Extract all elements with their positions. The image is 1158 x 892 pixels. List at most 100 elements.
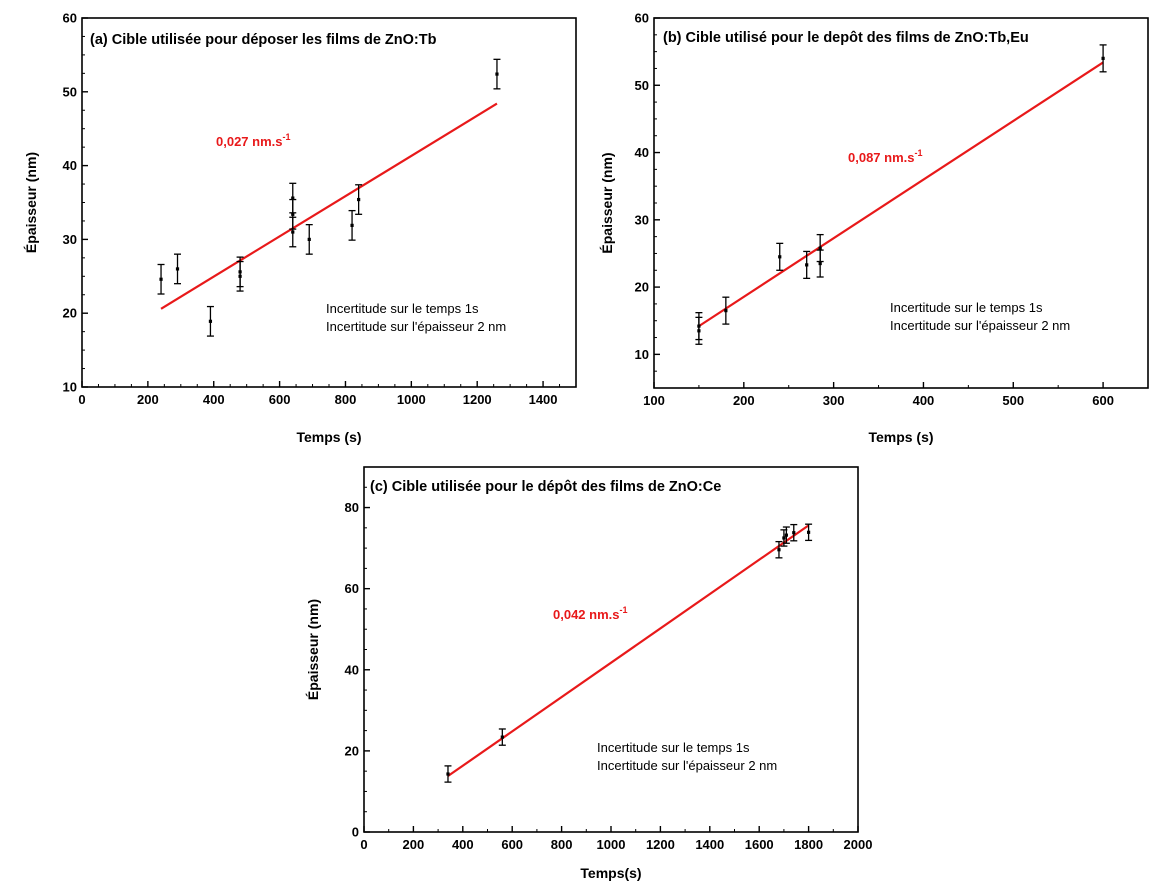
panel-a-marker <box>350 223 354 227</box>
panel-a-x-tick-label: 800 <box>335 392 357 407</box>
panel-a-marker <box>357 197 361 202</box>
panel-a-x-tick-label: 1000 <box>397 392 426 407</box>
panel-a-uncertainty-note: Incertitude sur le temps 1s <box>326 301 479 316</box>
panel-a-slope-value: 0,027 nm.s <box>216 134 283 149</box>
panel-c-data-point <box>805 523 813 542</box>
panel-a-x-tick-label: 1200 <box>463 392 492 407</box>
panel-c-title: (c) Cible utilisée pour le dépôt des fil… <box>370 479 721 495</box>
panel-b-data-point <box>695 312 703 341</box>
panel-c-x-tick-label: 400 <box>452 837 474 852</box>
panel-b-x-tick-label: 200 <box>733 393 755 408</box>
panel-c-marker <box>446 772 450 776</box>
panel-b-title: (b) Cible utilisé pour le depôt des film… <box>663 30 1029 46</box>
panel-c-x-tick-label: 0 <box>360 837 367 852</box>
panel-c-fit-line <box>447 524 810 777</box>
panel-c-x-axis-label: Temps(s) <box>580 865 641 881</box>
panel-a-marker <box>307 237 311 241</box>
panel-c-x-tick-label: 1000 <box>597 837 626 852</box>
panel-a-x-tick-label: 1400 <box>529 392 558 407</box>
panel-c-y-tick-label: 20 <box>345 743 359 758</box>
panel-c-data-point <box>790 523 798 542</box>
panel-a-slope-label: 0,027 nm.s-1 <box>216 132 291 149</box>
panel-c-y-tick-label: 60 <box>345 581 359 596</box>
panel-b-y-tick-label: 20 <box>635 280 649 295</box>
panel-a-x-tick-label: 400 <box>203 392 225 407</box>
panel-a-marker <box>208 319 213 323</box>
panel-b-fit-line <box>698 61 1104 328</box>
panel-c-slope-exponent: -1 <box>620 605 628 615</box>
panel-c-chart: 0 200 400 600 800 1000 1200 1400 1600 1800 2000 0 20… <box>305 466 873 881</box>
panel-a-uncertainty-note: Incertitude sur l'épaisseur 2 nm <box>326 319 506 334</box>
panel-c-data-point <box>444 765 452 783</box>
panel-b-slope-label: 0,087 nm.s-1 <box>848 148 923 165</box>
panel-c-uncertainty-note: Incertitude sur le temps 1s <box>597 740 750 755</box>
panel-b-uncertainty-note: Incertitude sur le temps 1s <box>890 300 1043 315</box>
panel-c-marker <box>782 536 786 540</box>
panel-c-x-tick-label: 1200 <box>646 837 675 852</box>
panel-c-x-tick-label: 1800 <box>794 837 823 852</box>
panel-a-y-tick-label: 40 <box>63 158 77 173</box>
panel-b-y-axis-label: Épaisseur (nm) <box>599 152 615 253</box>
panel-c-x-tick-label: 2000 <box>844 837 873 852</box>
panel-a-slope-exponent: -1 <box>283 132 291 142</box>
panel-b-x-tick-label: 500 <box>1002 393 1024 408</box>
panel-c-plot-frame <box>363 466 859 833</box>
panel-b-y-tick-label: 30 <box>635 212 649 227</box>
panel-b-data-point <box>776 242 784 271</box>
panel-a-marker <box>291 230 295 234</box>
panel-a-y-tick-label: 50 <box>63 84 77 99</box>
panel-c-marker <box>807 530 811 534</box>
panel-b-data-point <box>722 296 730 325</box>
panel-c-y-tick-label: 80 <box>345 500 359 515</box>
panel-a-x-axis-label: Temps (s) <box>296 429 361 445</box>
panel-a-data-point <box>157 263 165 295</box>
panel-b-slope-value: 0,087 nm.s <box>848 150 915 165</box>
panel-a-data-point <box>236 256 244 288</box>
panel-c-y-axis-label: Épaisseur (nm) <box>305 599 321 700</box>
panel-a-data-point <box>305 223 313 255</box>
panel-a-marker <box>175 267 180 271</box>
panel-c-y-tick-label: 0 <box>352 825 359 840</box>
panel-a-y-tick-label: 60 <box>63 11 77 26</box>
panel-c-slope-label: 0,042 nm.s-1 <box>553 605 628 622</box>
panel-b-uncertainty-note: Incertitude sur l'épaisseur 2 nm <box>890 318 1070 333</box>
panel-c-data-point <box>498 728 506 746</box>
panel-a-data-point <box>289 182 297 214</box>
panel-b-x-tick-label: 600 <box>1092 393 1114 408</box>
panel-b-marker <box>1101 56 1105 60</box>
panel-b-marker <box>818 246 822 250</box>
panel-a-data-point <box>355 184 363 215</box>
panel-c-y-tick-label: 40 <box>345 662 359 677</box>
panel-c-marker <box>777 548 781 552</box>
panel-c-data-point <box>782 526 790 544</box>
panel-c-x-tick-label: 1600 <box>745 837 774 852</box>
panel-a-marker <box>291 212 295 216</box>
panel-b-data-point <box>1099 44 1107 73</box>
panel-b-marker <box>805 263 809 267</box>
panel-b-y-tick-label: 10 <box>635 347 649 362</box>
panel-b-data-point <box>816 233 824 263</box>
panel-c-x-tick-label: 200 <box>403 837 425 852</box>
panel-b-x-axis-label: Temps (s) <box>868 429 933 445</box>
panel-a-x-tick-label: 0 <box>78 392 85 407</box>
panel-a-y-tick-label: 30 <box>63 232 77 247</box>
panel-b-marker <box>818 261 822 266</box>
panel-a-title: (a) Cible utilisée pour déposer les film… <box>90 32 437 48</box>
panel-c-data-point <box>775 540 783 559</box>
panel-a-marker <box>238 270 242 274</box>
panel-a-marker <box>159 277 163 281</box>
panel-a-fit-line <box>160 102 498 310</box>
panel-b-y-tick-label: 60 <box>635 11 649 26</box>
panel-c-x-tick-label: 1400 <box>695 837 724 852</box>
panel-a-x-tick-label: 600 <box>269 392 291 407</box>
panel-a-data-point <box>174 253 182 285</box>
panel-b-x-tick-label: 400 <box>913 393 935 408</box>
panel-b-x-tick-label: 300 <box>823 393 845 408</box>
panel-c-x-tick-label: 800 <box>551 837 573 852</box>
panel-c-slope-value: 0,042 nm.s <box>553 607 620 622</box>
panel-a-y-tick-label: 20 <box>63 306 77 321</box>
panel-b-marker <box>724 309 728 313</box>
panel-a-y-axis-label: Épaisseur (nm) <box>23 152 39 253</box>
panel-a-data-point <box>493 58 501 90</box>
